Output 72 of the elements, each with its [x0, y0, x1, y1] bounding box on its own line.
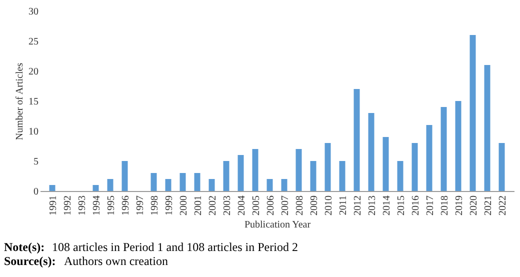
x-tick-label: 2015 [396, 196, 407, 216]
bar [484, 65, 490, 191]
x-tick-label: 2016 [410, 196, 422, 216]
bar [122, 161, 128, 191]
x-tick-label: 1996 [120, 196, 132, 216]
bar [180, 173, 186, 191]
x-axis-title: Publication Year [244, 220, 312, 230]
bar [324, 143, 331, 191]
bar [223, 161, 230, 191]
x-tick-label: 2006 [265, 196, 276, 216]
x-tick-label: 2011 [338, 196, 349, 216]
bar [92, 185, 99, 191]
x-tick-label: 1994 [91, 196, 102, 216]
bar [397, 161, 404, 191]
x-tick-label: 2021 [482, 196, 494, 216]
y-tick-label: 15 [28, 96, 38, 108]
bar [266, 179, 273, 191]
bar [238, 155, 244, 191]
bar [281, 179, 288, 191]
bar [382, 137, 389, 191]
x-tick-label: 2022 [497, 196, 508, 216]
bar [455, 101, 462, 191]
x-tick-label: 2009 [308, 196, 320, 216]
y-tick-label: 20 [28, 66, 38, 78]
bar [470, 35, 476, 191]
x-tick-label: 2004 [236, 196, 248, 216]
x-tick-label: 2013 [366, 196, 378, 216]
x-tick-label: 2010 [323, 196, 334, 216]
y-tick-label: 5 [34, 156, 38, 168]
x-tick-label: 2003 [222, 196, 233, 216]
y-tick-label: 0 [34, 186, 38, 198]
bar [426, 125, 432, 191]
bar [339, 161, 346, 191]
source-note: Source(s): Authors own creation [4, 254, 168, 268]
bar [498, 143, 505, 191]
x-tick-label: 2005 [250, 196, 262, 216]
bar [107, 179, 114, 191]
x-tick-label: 2018 [439, 196, 450, 216]
bar [440, 107, 447, 191]
bar [194, 173, 200, 191]
y-tick-label: 30 [28, 6, 38, 18]
bar [310, 161, 316, 191]
x-tick-label: 2019 [454, 196, 465, 216]
x-tick-label: 1991 [48, 196, 59, 216]
bar [150, 173, 157, 191]
bar [354, 89, 360, 191]
x-tick-label: 2002 [207, 196, 218, 216]
bar [252, 149, 258, 191]
x-tick-label: 2017 [424, 196, 436, 216]
bar [296, 149, 302, 191]
x-tick-label: 2014 [381, 196, 392, 216]
x-tick-label: 1992 [62, 196, 74, 216]
x-tick-label: 2007 [280, 196, 291, 216]
x-tick-label: 1993 [76, 196, 88, 216]
bar [368, 113, 374, 191]
x-tick-label: 2008 [294, 196, 306, 216]
x-tick-label: 1995 [106, 196, 117, 216]
y-tick-label: 10 [28, 126, 38, 138]
text: Note(s): 108 articles in Period 1 and 108 articles in Period 2 [4, 240, 298, 254]
bar [412, 143, 418, 191]
x-tick-label: 2000 [178, 196, 190, 216]
x-tick-label: 2020 [468, 196, 480, 216]
bar [49, 185, 56, 191]
x-tick-label: 1999 [164, 196, 175, 216]
bar [165, 179, 172, 191]
x-tick-label: 2001 [192, 196, 204, 216]
x-tick-label: 1997 [134, 196, 146, 216]
y-tick-label: 25 [28, 36, 38, 48]
bar [208, 179, 215, 191]
y-axis-title: Number of Articles [14, 62, 26, 140]
x-tick-label: 1998 [149, 196, 160, 216]
x-tick-label: 2012 [352, 196, 364, 216]
